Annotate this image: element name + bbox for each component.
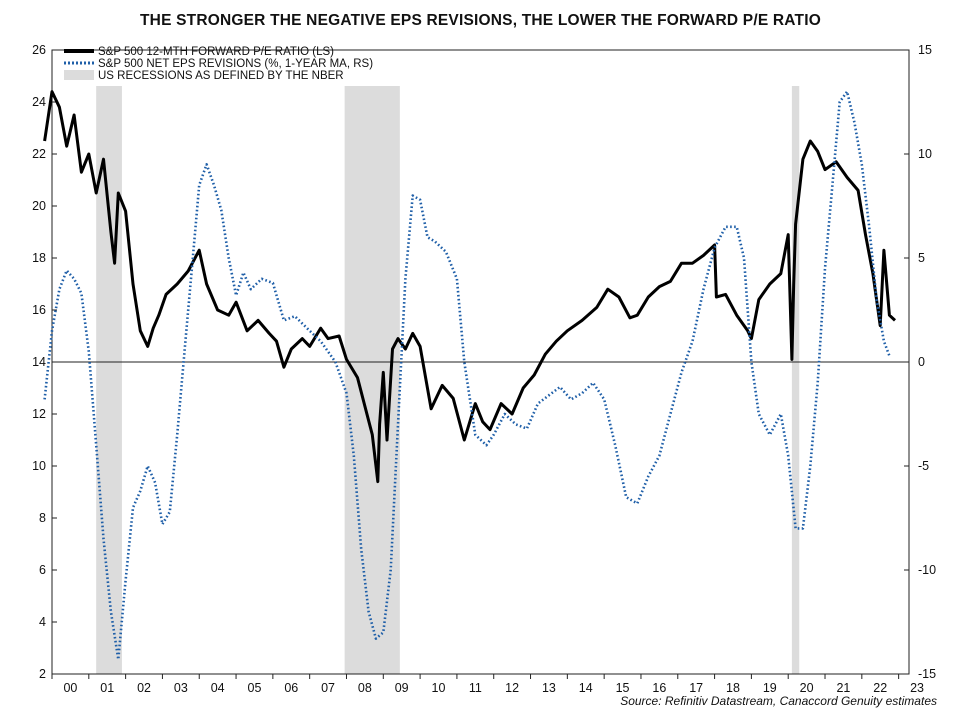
x-tick-label: 10 — [432, 681, 446, 695]
left-tick-label: 6 — [39, 563, 46, 577]
recession-band-2 — [791, 86, 800, 674]
x-tick-label: 21 — [836, 681, 850, 695]
x-tick-label: 04 — [211, 681, 225, 695]
x-tick-label: 08 — [358, 681, 372, 695]
left-tick-label: 26 — [32, 43, 46, 57]
right-tick-label: 5 — [918, 251, 925, 265]
legend-label-recession: US RECESSIONS AS DEFINED BY THE NBER — [98, 70, 344, 82]
x-tick-label: 02 — [137, 681, 151, 695]
right-tick-label: 0 — [918, 355, 925, 369]
left-tick-label: 2 — [39, 667, 46, 681]
x-tick-label: 14 — [579, 681, 593, 695]
x-tick-label: 01 — [100, 681, 114, 695]
legend: S&P 500 12-MTH FORWARD P/E RATIO (LS) S&… — [64, 46, 373, 82]
legend-label-pe: S&P 500 12-MTH FORWARD P/E RATIO (LS) — [98, 46, 334, 58]
x-tick-label: 19 — [763, 681, 777, 695]
legend-item-recession: US RECESSIONS AS DEFINED BY THE NBER — [64, 70, 344, 82]
left-tick-label: 18 — [32, 251, 46, 265]
left-tick-label: 8 — [39, 511, 46, 525]
x-tick-label: 17 — [689, 681, 703, 695]
right-tick-label: -15 — [918, 667, 936, 681]
left-tick-label: 14 — [32, 355, 46, 369]
x-tick-label: 15 — [616, 681, 630, 695]
left-tick-label: 22 — [32, 147, 46, 161]
left-tick-label: 10 — [32, 459, 46, 473]
eps-revisions-line — [43, 90, 891, 661]
left-tick-label: 20 — [32, 199, 46, 213]
x-tick-label: 16 — [652, 681, 666, 695]
right-tick-label: 10 — [918, 147, 932, 161]
right-tick-label: 15 — [918, 43, 932, 57]
chart-title: THE STRONGER THE NEGATIVE EPS REVISIONS,… — [140, 12, 821, 29]
x-tick-label: 20 — [800, 681, 814, 695]
x-tick-label: 03 — [174, 681, 188, 695]
x-tick-label: 23 — [910, 681, 924, 695]
right-axis-ticks: -15 -10 -5 0 5 10 15 — [904, 43, 936, 681]
recession-bands — [96, 86, 800, 674]
series-layer — [43, 90, 897, 661]
left-tick-label: 16 — [32, 303, 46, 317]
left-tick-label: 12 — [32, 407, 46, 421]
x-tick-label: 18 — [726, 681, 740, 695]
x-tick-label: 09 — [395, 681, 409, 695]
legend-swatch-recession — [64, 70, 94, 80]
x-tick-label: 07 — [321, 681, 335, 695]
x-tick-label: 00 — [63, 681, 77, 695]
right-tick-label: -10 — [918, 563, 936, 577]
recession-band-0 — [96, 86, 122, 674]
x-tick-label: 12 — [505, 681, 519, 695]
left-tick-label: 24 — [32, 95, 46, 109]
source-note: Source: Refinitiv Datastream, Canaccord … — [620, 694, 937, 708]
x-tick-label: 13 — [542, 681, 556, 695]
x-tick-label: 06 — [284, 681, 298, 695]
x-axis-ticks: 00 01 02 03 04 05 06 07 08 09 10 11 12 13 14 15 16 17 18 19… — [51, 674, 924, 695]
x-tick-label: 11 — [469, 681, 482, 695]
right-tick-label: -5 — [918, 459, 929, 473]
legend-item-pe: S&P 500 12-MTH FORWARD P/E RATIO (LS) — [64, 46, 334, 58]
left-tick-label: 4 — [39, 615, 46, 629]
axes — [51, 49, 910, 675]
x-tick-label: 05 — [248, 681, 262, 695]
pe-ratio-line — [43, 90, 897, 484]
legend-label-eps: S&P 500 NET EPS REVISIONS (%, 1-YEAR MA,… — [98, 58, 373, 70]
x-tick-label: 22 — [873, 681, 887, 695]
legend-item-eps: S&P 500 NET EPS REVISIONS (%, 1-YEAR MA,… — [64, 58, 373, 70]
